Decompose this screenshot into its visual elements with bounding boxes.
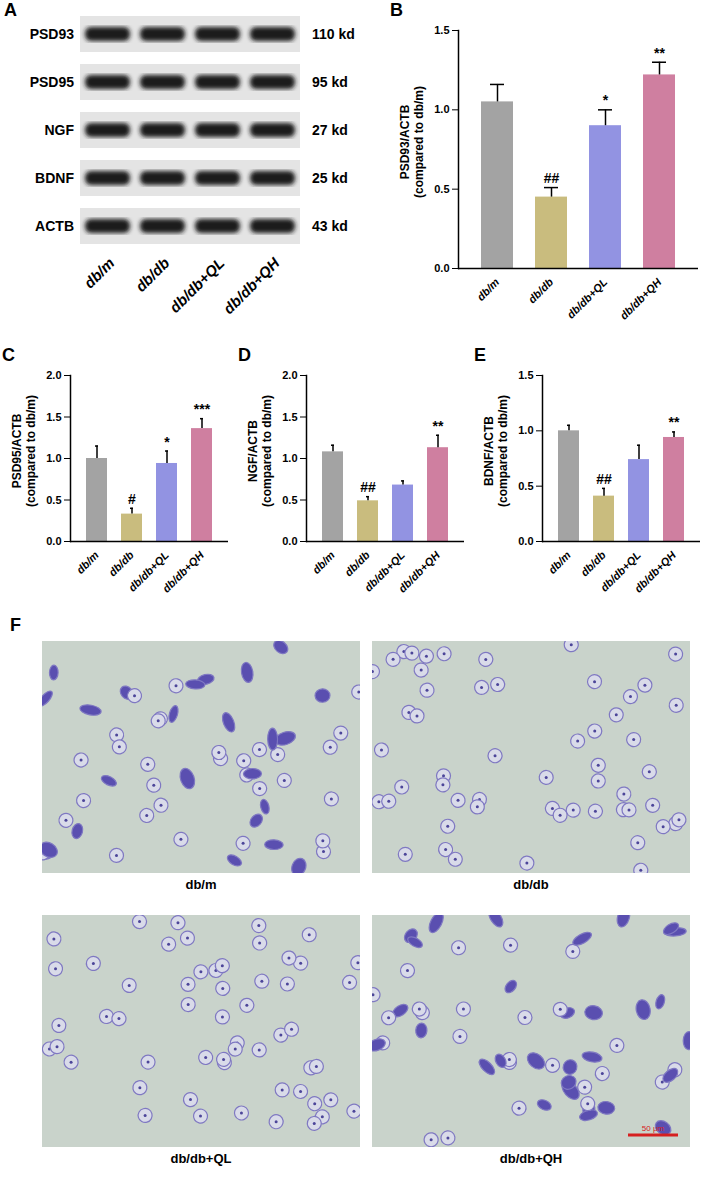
svg-text:0.0: 0.0 <box>282 535 297 547</box>
svg-text:2.0: 2.0 <box>282 369 297 381</box>
svg-text:0.0: 0.0 <box>434 262 449 274</box>
svg-text:0.5: 0.5 <box>46 494 61 506</box>
html-text:db/db+QL: db/db+QL <box>170 1151 232 1166</box>
svg-text:db/m: db/m <box>474 276 501 303</box>
svg-text:2.0: 2.0 <box>46 369 61 381</box>
svg-text:db/db+QL: db/db+QL <box>125 548 171 594</box>
svg-text:db/m: db/m <box>74 549 101 576</box>
svg-text:27 kd: 27 kd <box>312 122 348 138</box>
svg-text:db/db+QH: db/db+QH <box>618 275 665 322</box>
svg-text:db/db+QH: db/db+QH <box>632 548 679 595</box>
html-text:E: E <box>474 345 486 365</box>
html-text:C: C <box>2 345 15 365</box>
svg-text:95 kd: 95 kd <box>312 74 348 90</box>
svg-text:db/m: db/m <box>310 549 337 576</box>
svg-text:0.5: 0.5 <box>518 480 533 492</box>
svg-text:db/db+QH: db/db+QH <box>160 548 207 595</box>
svg-text:0.0: 0.0 <box>46 535 61 547</box>
svg-text:ACTB: ACTB <box>35 218 74 234</box>
svg-text:##: ## <box>596 471 612 487</box>
svg-text:50 μm: 50 μm <box>642 1124 665 1133</box>
svg-text:*: * <box>164 434 170 450</box>
svg-text:*: * <box>603 92 609 108</box>
svg-text:db/db+QL: db/db+QL <box>361 548 407 594</box>
svg-text:NGF: NGF <box>44 122 74 138</box>
html-text:db/m: db/m <box>185 877 217 892</box>
svg-text:0.5: 0.5 <box>282 494 297 506</box>
svg-text:db/db+QL: db/db+QL <box>564 276 609 321</box>
svg-text:db/db+QH: db/db+QH <box>396 548 443 595</box>
html-text:(compared to db/m): (compared to db/m) <box>496 395 510 507</box>
svg-text:1.5: 1.5 <box>46 411 61 423</box>
html-text:BDNF/ACTB: BDNF/ACTB <box>482 416 496 486</box>
svg-text:110 kd: 110 kd <box>312 26 355 42</box>
svg-text:db/db: db/db <box>342 549 372 579</box>
svg-text:db/db: db/db <box>578 549 608 579</box>
svg-text:**: ** <box>433 418 444 434</box>
svg-text:db/db+QH: db/db+QH <box>220 253 284 317</box>
svg-text:BDNF: BDNF <box>35 170 74 186</box>
html-text:db/db+QH: db/db+QH <box>499 1151 563 1166</box>
html-text:(compared to db/m): (compared to db/m) <box>412 86 426 198</box>
svg-text:25 kd: 25 kd <box>312 170 348 186</box>
html-text:D: D <box>238 345 251 365</box>
html-text:db/db: db/db <box>513 877 549 892</box>
svg-text:1.0: 1.0 <box>434 103 449 115</box>
svg-text:**: ** <box>654 45 665 61</box>
svg-text:PSD95: PSD95 <box>30 74 75 90</box>
html-text:B: B <box>390 0 403 20</box>
svg-text:43 kd: 43 kd <box>312 218 348 234</box>
svg-text:db/m: db/m <box>546 549 573 576</box>
svg-text:1.5: 1.5 <box>282 411 297 423</box>
html-text:(compared to db/m): (compared to db/m) <box>260 395 274 507</box>
svg-text:##: ## <box>544 170 560 186</box>
svg-text:db/db: db/db <box>132 254 173 295</box>
svg-text:db/db+QL: db/db+QL <box>597 548 643 594</box>
html-text:NGF/ACTB: NGF/ACTB <box>246 420 260 482</box>
svg-text:***: *** <box>194 401 211 417</box>
svg-text:1.0: 1.0 <box>518 424 533 436</box>
svg-text:1.5: 1.5 <box>518 369 533 381</box>
html-text:A: A <box>4 0 17 20</box>
svg-text:db/m: db/m <box>80 254 117 291</box>
svg-text:db/db+QL: db/db+QL <box>166 254 228 316</box>
svg-text:##: ## <box>360 479 376 495</box>
html-text:(compared to db/m): (compared to db/m) <box>24 395 38 507</box>
svg-text:**: ** <box>669 414 680 430</box>
svg-text:#: # <box>128 491 136 507</box>
html-text:PSD93/ACTB: PSD93/ACTB <box>398 104 412 180</box>
svg-text:1.5: 1.5 <box>434 24 449 36</box>
svg-text:db/db: db/db <box>106 549 136 579</box>
svg-text:1.0: 1.0 <box>46 452 61 464</box>
svg-text:0.0: 0.0 <box>518 535 533 547</box>
svg-text:0.5: 0.5 <box>434 183 449 195</box>
html-text:PSD95/ACTB: PSD95/ACTB <box>10 413 24 489</box>
html-text:F: F <box>10 615 21 635</box>
svg-text:1.0: 1.0 <box>282 452 297 464</box>
svg-text:db/db: db/db <box>526 276 556 306</box>
svg-text:PSD93: PSD93 <box>30 26 75 42</box>
